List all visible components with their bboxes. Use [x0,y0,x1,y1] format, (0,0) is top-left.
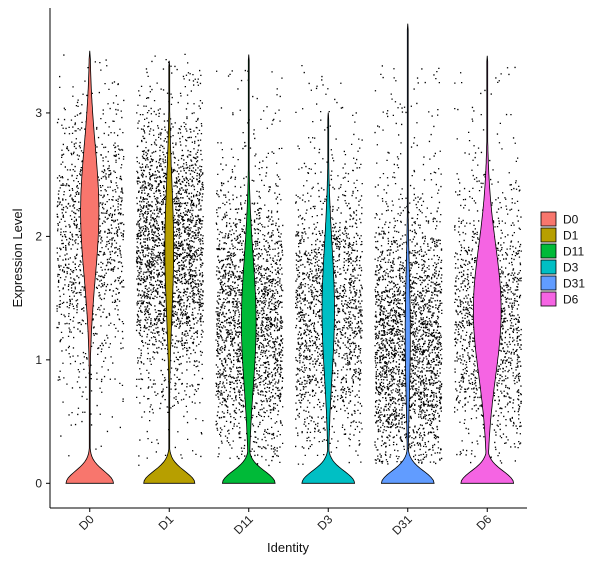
legend-swatch-D6 [540,291,557,307]
legend: D0 D1 D11 D3 D31 D6 [540,211,585,307]
y-tick-label: 1 [35,353,42,367]
violin-D31 [380,23,435,484]
legend-label-D31: D31 [563,277,585,291]
x-tick-label-D1: D1 [156,512,177,533]
legend-label-D11: D11 [563,245,584,259]
legend-swatch-D11 [540,243,557,259]
x-tick-label-D3: D3 [315,512,336,533]
legend-label-D1: D1 [563,229,579,243]
violins [65,23,515,484]
jitter-points [56,53,522,467]
y-tick-label: 0 [35,476,42,490]
x-tick-label-D11: D11 [231,512,256,537]
x-ticks: D0 D1 D11 D3 D31 D6 [76,508,495,538]
y-tick-label: 2 [35,229,42,243]
legend-swatch-D1 [540,227,557,243]
x-tick-label-D0: D0 [76,512,97,533]
legend-swatch-D0 [540,211,557,227]
legend-label-D0: D0 [563,213,579,227]
legend-swatch-D31 [540,275,557,291]
legend-label-D6: D6 [563,293,579,307]
y-tick-label: 3 [35,106,42,120]
legend-swatch-D3 [540,259,557,275]
violin-D0 [65,50,114,484]
violin-D11 [221,54,276,484]
violin-D1 [143,60,196,484]
y-axis-title: Expression Level [10,208,25,307]
x-tick-label-D31: D31 [389,512,415,538]
violin-D3 [301,112,356,484]
violin-D6 [460,55,515,484]
points-D31 [374,65,443,466]
x-axis-title: Identity [267,540,309,555]
axes [49,8,527,509]
legend-label-D3: D3 [563,261,579,275]
x-tick-label-D6: D6 [474,512,495,533]
points-D1 [135,53,204,466]
y-ticks: 0 1 2 3 [35,106,50,490]
